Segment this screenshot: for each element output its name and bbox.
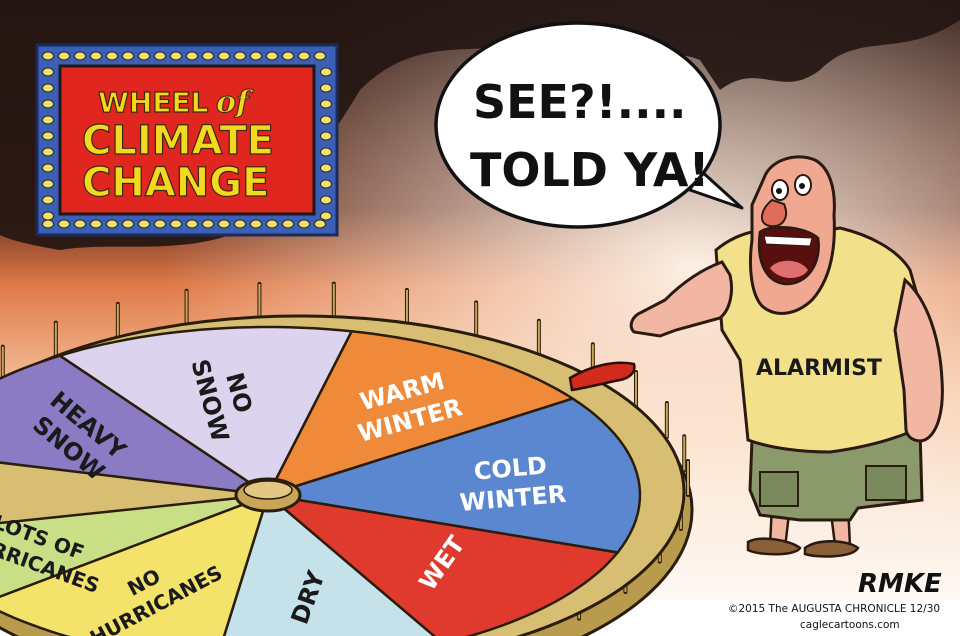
sign-line-change: CHANGE <box>82 160 269 206</box>
sign-bulbs <box>42 51 332 229</box>
wheel-wedge <box>0 493 269 598</box>
sign-bulb <box>234 51 246 61</box>
man-nose <box>761 198 788 228</box>
man-tongue <box>770 260 808 278</box>
sign-bulb <box>122 51 134 61</box>
sign-bulb <box>282 219 294 229</box>
sign-line-wheel: WHEEL <box>98 86 209 119</box>
sign-bulb <box>320 131 332 141</box>
sign-bulb <box>320 163 332 173</box>
sign-bulb <box>250 51 262 61</box>
sign-bulb <box>90 51 102 61</box>
credit-line-1: ©2015 The AUGUSTA CHRONICLE 12/30 <box>728 603 940 615</box>
sign-bulb <box>42 67 54 77</box>
wheel-hub-top <box>243 480 293 500</box>
sign-bulb <box>250 219 262 229</box>
bubble-line-2: TOLD YA! <box>470 143 709 197</box>
wheel-pointer <box>568 361 636 392</box>
wheel-wedge <box>267 397 642 554</box>
wheel-wedge <box>57 325 354 497</box>
sign-bulb <box>42 115 54 125</box>
shorts-pocket-right <box>865 465 907 501</box>
sign-bulb <box>42 219 54 229</box>
sign-bulb <box>298 51 310 61</box>
sign-bulb <box>138 219 150 229</box>
sign-bulb <box>42 99 54 109</box>
sign-bulb <box>154 219 166 229</box>
credit-line-2: caglecartoons.com <box>800 619 900 631</box>
sign-bulb <box>282 51 294 61</box>
sign-bulb <box>58 219 70 229</box>
sign-bulb <box>202 219 214 229</box>
sign-bulb <box>320 99 332 109</box>
sign-bulb <box>170 219 182 229</box>
man-teeth <box>763 235 813 247</box>
sign-bulb <box>298 219 310 229</box>
sign-of: of <box>216 85 254 120</box>
wheel-wedge <box>0 354 269 497</box>
wheel-sign: WHEEL of CLIMATE CHANGE <box>35 43 339 237</box>
shorts-pocket-left <box>759 471 799 507</box>
sign-bulb <box>320 147 332 157</box>
sign-bulb <box>138 51 150 61</box>
artist-signature: RMKE ©2015 The AUGUSTA CHRONICLE 12/30 c… <box>728 569 942 631</box>
sign-bulb <box>314 219 326 229</box>
sign-bulb <box>74 219 86 229</box>
man-pointing-arm <box>629 260 734 338</box>
artist-name: RMKE <box>858 569 942 599</box>
sign-bulb <box>320 211 332 221</box>
wedge-label-line-1: COLD <box>473 451 548 485</box>
sign-panel <box>58 64 316 216</box>
sign-bulb <box>218 51 230 61</box>
sign-bulb <box>218 219 230 229</box>
sign-bulb <box>122 219 134 229</box>
sign-bulb <box>266 219 278 229</box>
sign-bulb <box>42 147 54 157</box>
sign-bulb <box>90 219 102 229</box>
bubble-shape <box>434 21 722 229</box>
wheel-wedges <box>0 325 642 636</box>
sign-bulb <box>234 219 246 229</box>
sign-bulb <box>320 179 332 189</box>
sign-bulb <box>202 51 214 61</box>
wheel-wedge <box>263 493 620 636</box>
man-pupil-left <box>776 188 782 194</box>
sign-bulb <box>42 195 54 205</box>
man-right-arm <box>893 277 944 443</box>
speech-bubble: SEE?!.... TOLD YA! <box>434 21 744 229</box>
sign-bulb <box>186 51 198 61</box>
sign-bulb <box>320 115 332 125</box>
sign-bulb <box>58 51 70 61</box>
sign-bulb <box>266 51 278 61</box>
shirt-label: ALARMIST <box>756 356 882 381</box>
wheel-wedge <box>265 329 576 498</box>
sign-bulb <box>42 179 54 189</box>
sign-bulb <box>106 219 118 229</box>
sign-line-climate: CLIMATE <box>82 118 274 164</box>
sign-bulb <box>154 51 166 61</box>
sign-bulb <box>42 131 54 141</box>
sign-bulb <box>42 163 54 173</box>
bubble-line-1: SEE?!.... <box>473 75 687 129</box>
sign-bulb <box>106 51 118 61</box>
sign-bulb <box>170 51 182 61</box>
man-pupil-right <box>799 183 805 189</box>
sign-bulb <box>320 67 332 77</box>
wheel-wedge <box>222 492 436 636</box>
sign-bulb <box>320 83 332 93</box>
alarmist-man: ALARMIST <box>629 155 944 558</box>
sign-bulb <box>186 219 198 229</box>
sign-bulb <box>314 51 326 61</box>
wheel-wedge <box>0 492 270 636</box>
sandals <box>746 537 860 558</box>
sign-bulb <box>42 211 54 221</box>
sign-bulb <box>42 51 54 61</box>
sign-bulb <box>74 51 86 61</box>
sign-bulb <box>42 83 54 93</box>
sign-bulb <box>320 195 332 205</box>
